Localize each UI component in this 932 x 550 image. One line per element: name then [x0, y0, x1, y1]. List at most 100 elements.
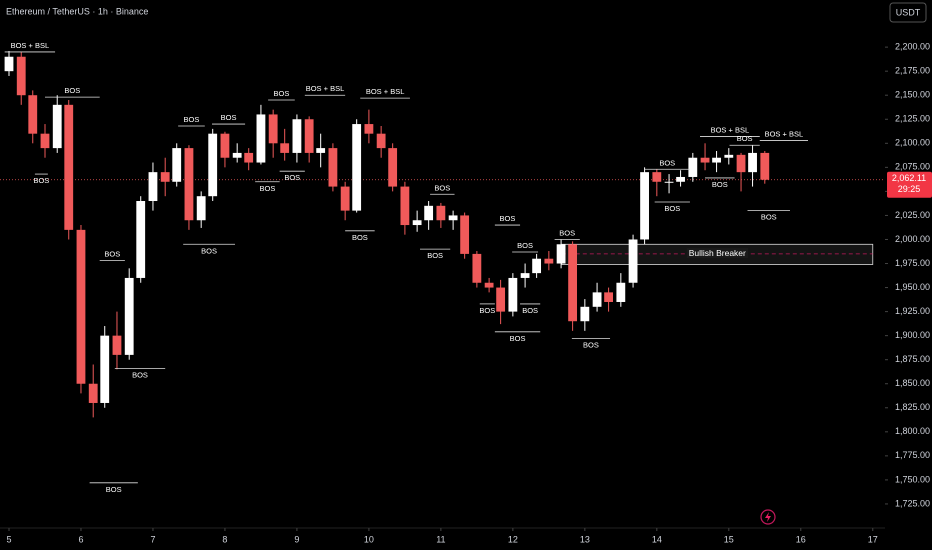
candle-body: [244, 152, 254, 163]
candle: [400, 181, 410, 235]
bos-label: BOS: [522, 306, 538, 315]
candle: [604, 287, 614, 312]
candle-body: [736, 154, 746, 173]
candle-body: [208, 133, 218, 197]
bos-label: BOS: [352, 233, 368, 242]
bos-label: BOS + BSL: [765, 129, 804, 138]
candle-body: [604, 292, 614, 302]
bos-label: BOS: [761, 213, 777, 222]
candle: [376, 125, 386, 158]
candle: [112, 311, 122, 370]
currency-button[interactable]: [889, 2, 927, 23]
last-price-label: 2,062.11: [892, 173, 926, 183]
alert-icon[interactable]: [760, 509, 776, 525]
x-tick-label: 5: [6, 534, 11, 544]
x-tick-label: 12: [508, 534, 518, 544]
candle-body: [400, 186, 410, 226]
countdown-label: 29:25: [898, 184, 921, 194]
alert-circle[interactable]: [760, 509, 776, 525]
candle-body: [232, 152, 242, 158]
candle-body: [652, 172, 662, 182]
candle-body: [688, 157, 698, 177]
breaker-label: Bullish Breaker: [689, 248, 746, 258]
y-tick-label: 1,850.00: [895, 378, 930, 388]
x-tick-label: 7: [150, 534, 155, 544]
candle: [556, 239, 566, 269]
candle: [16, 51, 26, 105]
candle: [352, 119, 362, 213]
bos-label: BOS: [510, 334, 526, 343]
candle: [532, 253, 542, 278]
candle: [760, 150, 770, 184]
candle-body: [556, 244, 566, 264]
candle-body: [364, 124, 374, 134]
candle-body: [112, 335, 122, 355]
bos-label: BOS: [64, 86, 80, 95]
bos-label: BOS: [583, 341, 599, 350]
candle: [268, 109, 278, 158]
y-tick-label: 2,125.00: [895, 114, 930, 124]
candle-body: [148, 172, 158, 202]
candle: [208, 128, 218, 202]
candle-body: [196, 196, 206, 221]
candle-body: [496, 287, 506, 312]
y-tick-label: 1,750.00: [895, 474, 930, 484]
candle: [712, 150, 721, 173]
candle: [52, 95, 62, 153]
candle-body: [388, 148, 398, 187]
bos-label: BOS: [434, 183, 450, 192]
candle: [628, 234, 638, 288]
candle: [64, 100, 74, 240]
bos-label: BOS + BSL: [711, 126, 750, 135]
candle: [28, 90, 38, 144]
candle: [736, 152, 746, 192]
bos-label: BOS: [712, 180, 728, 189]
candle: [88, 364, 98, 418]
y-tick-label: 1,800.00: [895, 426, 930, 436]
candle-body: [760, 152, 770, 180]
candle: [244, 148, 254, 171]
candle: [448, 210, 458, 230]
bos-label: BOS: [659, 158, 675, 167]
y-tick-label: 1,925.00: [895, 306, 930, 316]
bos-label: BOS: [737, 134, 753, 143]
candle-body: [640, 172, 649, 240]
candle-body: [220, 133, 230, 158]
candle-body: [328, 148, 338, 187]
bos-label: BOS: [500, 214, 516, 223]
candle: [436, 202, 446, 228]
y-tick-label: 2,100.00: [895, 138, 930, 148]
bos-label: BOS + BSL: [366, 87, 405, 96]
alert-bolt[interactable]: [765, 512, 771, 522]
candle-body: [4, 56, 14, 72]
x-tick-label: 9: [294, 534, 299, 544]
candle: [196, 191, 206, 228]
candle: [748, 145, 757, 187]
bos-label: BOS: [259, 184, 275, 193]
candle-body: [436, 205, 446, 221]
breaker-label-bg: [686, 248, 749, 259]
candle: [520, 263, 530, 288]
bos-label: BOS + BSL: [11, 41, 50, 50]
candle: [364, 109, 374, 144]
candle-body: [304, 119, 314, 153]
candle-body: [340, 186, 350, 211]
candle: [232, 143, 242, 163]
candle-body: [256, 114, 266, 163]
bos-label: BOS: [106, 485, 122, 494]
candle: [292, 114, 302, 163]
candle: [472, 251, 482, 288]
candle: [388, 143, 398, 192]
candle-body: [280, 143, 290, 153]
candle-body: [532, 258, 542, 274]
candle-body: [472, 253, 482, 283]
currency-label[interactable]: USDT: [896, 7, 921, 17]
candle: [76, 225, 86, 394]
chart-title: Ethereum / TetherUS · 1h · Binance: [6, 6, 148, 16]
candle-body: [664, 181, 674, 183]
candle-body: [676, 176, 685, 182]
candle-body: [424, 205, 434, 221]
candle-body: [316, 148, 326, 153]
candle: [256, 104, 266, 165]
candle-body: [580, 306, 590, 322]
